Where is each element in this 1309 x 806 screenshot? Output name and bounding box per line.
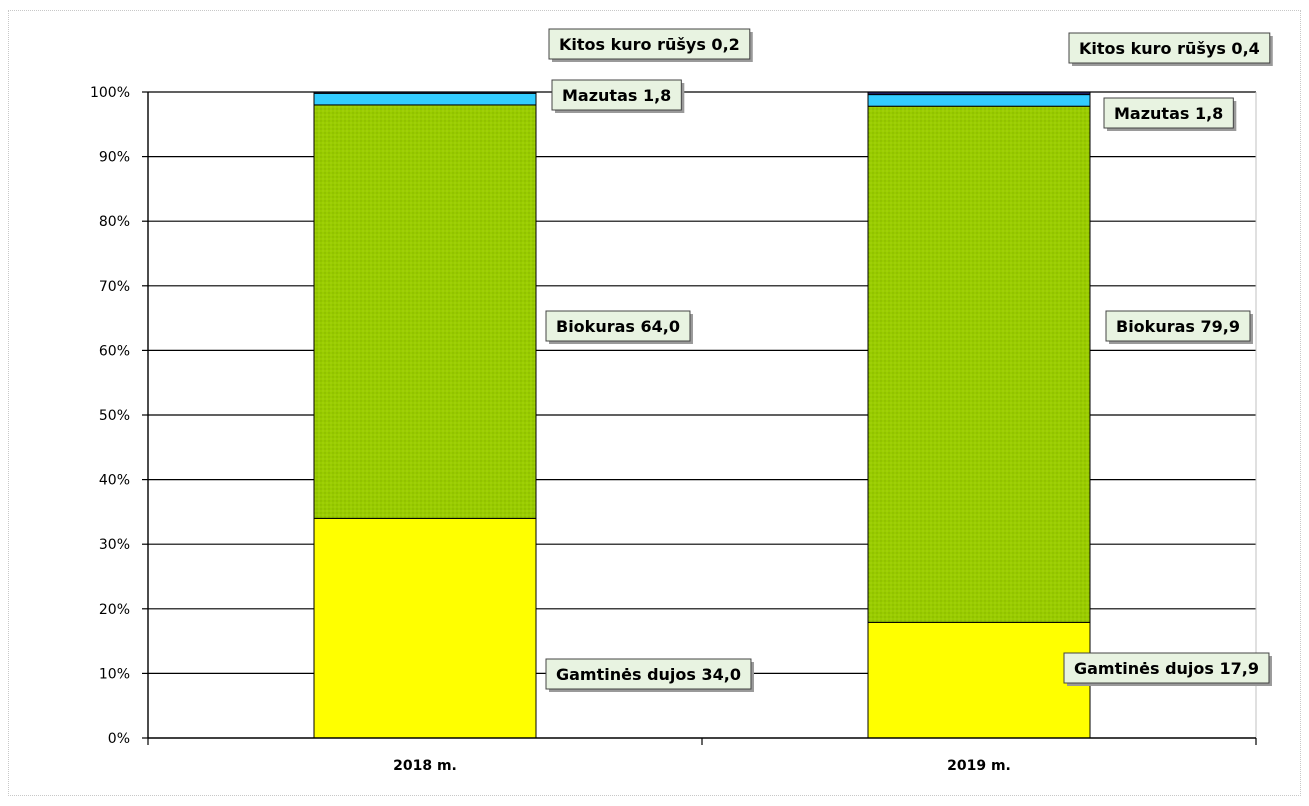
bar-mazutas-1	[313, 92, 537, 106]
y-tick-label: 50%	[99, 408, 130, 424]
y-tick-label: 10%	[99, 666, 130, 682]
bar-mazutas-2	[867, 94, 1091, 107]
bar-biokuras-2	[867, 105, 1091, 623]
data-label-text: Mazutas 1,8	[1114, 104, 1223, 123]
data-label-text: Biokuras 64,0	[556, 317, 680, 336]
y-tick-label: 30%	[99, 537, 130, 553]
data-label-text: Mazutas 1,8	[562, 86, 671, 105]
x-tick-label: 2019 m.	[947, 758, 1011, 774]
data-label-box	[1105, 310, 1251, 342]
y-tick-label: 40%	[99, 473, 130, 489]
data-label-box	[545, 658, 752, 690]
bar-gamtinės-dujos-1	[313, 517, 537, 739]
data-label-mazutas-2: Mazutas 1,8	[1103, 97, 1237, 131]
data-label-box	[1103, 97, 1234, 129]
data-label-text: Kitos kuro rūšys 0,4	[1079, 39, 1260, 58]
data-label-gamtinės-dujos-2: Gamtinės dujos 17,9	[1063, 652, 1272, 686]
data-label-box	[1063, 652, 1270, 684]
data-label-kitos-kuro-rūšys-1: Kitos kuro rūšys 0,2	[548, 28, 753, 62]
y-tick-label: 0%	[108, 731, 130, 747]
y-tick-label: 90%	[99, 150, 130, 166]
data-label-box	[548, 28, 751, 60]
y-tick-label: 20%	[99, 602, 130, 618]
axes: 0% 10% 20% 30% 40% 50% 60% 70% 80% 90% 100% 2018 m.…	[90, 85, 1257, 774]
bar-biokuras-1	[313, 104, 537, 519]
data-labels: Gamtinės dujos 34,0 Gamtinės dujos 17,9 Bi…	[545, 28, 1273, 692]
data-label-gamtinės-dujos-1: Gamtinės dujos 34,0	[545, 658, 754, 692]
chart-frame	[8, 10, 1301, 796]
bars	[313, 91, 1091, 739]
data-label-text: Gamtinės dujos 34,0	[556, 665, 741, 684]
y-tick-label: 100%	[90, 85, 130, 101]
data-label-box	[1068, 32, 1271, 64]
bar-gamtinės-dujos-2	[867, 621, 1091, 739]
y-tick-label: 80%	[99, 214, 130, 230]
data-label-biokuras-1: Biokuras 64,0	[545, 310, 693, 344]
data-label-mazutas-1: Mazutas 1,8	[551, 79, 685, 113]
data-label-text: Kitos kuro rūšys 0,2	[559, 35, 740, 54]
data-label-kitos-kuro-rūšys-2: Kitos kuro rūšys 0,4	[1068, 32, 1273, 66]
data-label-text: Gamtinės dujos 17,9	[1074, 659, 1259, 678]
x-tick-label: 2018 m.	[393, 758, 457, 774]
data-label-biokuras-2: Biokuras 79,9	[1105, 310, 1253, 344]
y-tick-label: 70%	[99, 279, 130, 295]
data-label-box	[545, 310, 691, 342]
bar-kitos-kuro-rūšys-1	[313, 91, 537, 94]
bar-kitos-kuro-rūšys-2	[867, 91, 1091, 96]
data-label-text: Biokuras 79,9	[1116, 317, 1240, 336]
data-label-box	[551, 79, 682, 111]
y-tick-label: 60%	[99, 343, 130, 359]
